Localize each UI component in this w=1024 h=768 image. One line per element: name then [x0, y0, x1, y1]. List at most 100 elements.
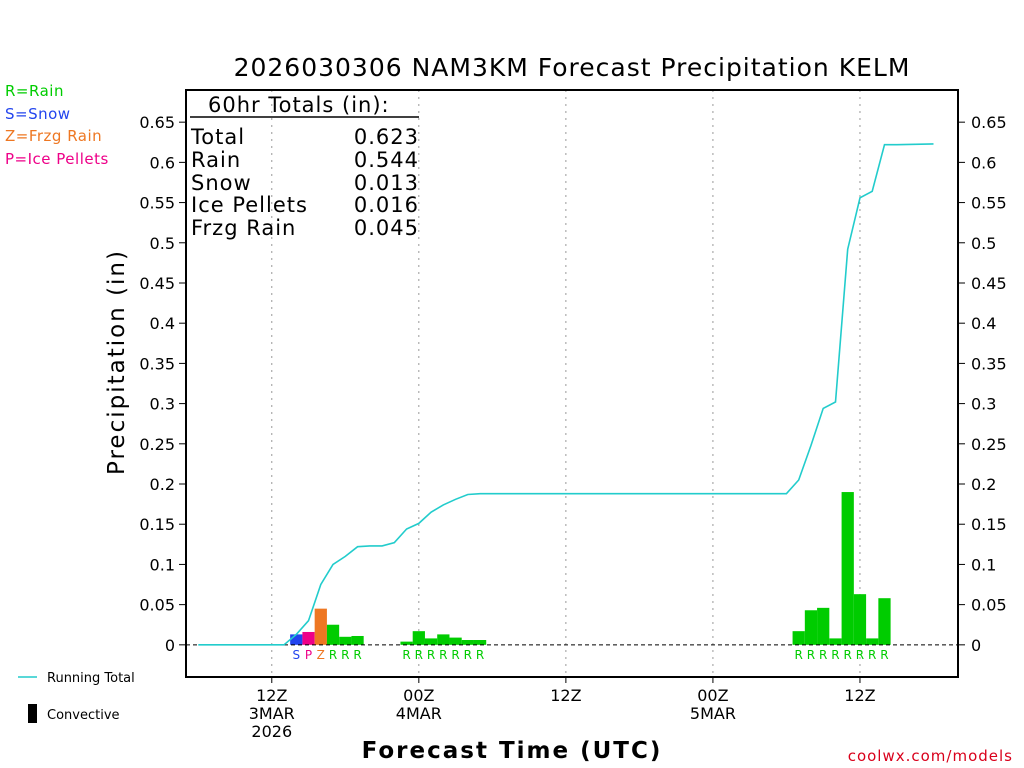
y-tick-label-right: 0.1	[971, 555, 996, 574]
totals-value-ice-pellets: 0.016	[354, 193, 419, 217]
y-tick-label-right: 0.25	[971, 435, 1007, 454]
precip-type-label: R	[427, 648, 435, 662]
precip-type-label: R	[439, 648, 447, 662]
convective-legend-swatch	[28, 704, 37, 723]
totals-value-snow: 0.013	[354, 171, 419, 195]
precip-bar	[424, 638, 438, 645]
plot-frame	[185, 89, 959, 678]
precip-bar	[290, 634, 303, 645]
y-tick-label-left: 0.45	[139, 274, 175, 293]
y-tick-label-left: 0.35	[139, 354, 175, 373]
precip-bar	[473, 640, 487, 645]
legend-snow: S=Snow	[5, 105, 71, 123]
y-tick-label-left: 0.3	[150, 395, 175, 414]
precip-bar	[866, 638, 879, 645]
totals-header: 60hr Totals (in):	[208, 93, 390, 117]
precip-bar	[853, 594, 867, 645]
x-tick-label: 00Z	[403, 686, 434, 705]
y-tick-label-left: 0.25	[139, 435, 175, 454]
precip-bar	[817, 607, 830, 645]
precip-bar	[339, 636, 352, 645]
x-tick-label: 2026	[251, 722, 292, 741]
precip-bar	[326, 624, 340, 645]
x-tick-label: 12Z	[844, 686, 875, 705]
x-tick-label: 12Z	[550, 686, 581, 705]
totals-label-ice-pellets: Ice Pellets	[191, 193, 308, 217]
totals-label-snow: Snow	[191, 171, 252, 195]
x-axis-label: Forecast Time (UTC)	[362, 738, 663, 764]
precip-type-label: R	[807, 648, 815, 662]
y-tick-label-right: 0.65	[971, 113, 1007, 132]
y-tick-label-left: 0.55	[139, 194, 175, 213]
totals-value-rain: 0.544	[354, 148, 419, 172]
precip-type-label: R	[353, 648, 361, 662]
precip-bar	[449, 637, 462, 645]
y-tick-label-left: 0	[165, 636, 175, 655]
y-tick-label-left: 0.05	[139, 596, 175, 615]
y-tick-label-right: 0.6	[971, 153, 996, 172]
convective-legend-label: Convective	[47, 708, 120, 723]
y-tick-label-left: 0.2	[150, 475, 175, 494]
precip-type-label: R	[856, 648, 864, 662]
precip-type-label: R	[868, 648, 876, 662]
precip-bar	[302, 631, 315, 645]
totals-label-freezing-rain: Frzg Rain	[191, 216, 296, 240]
running-total-line	[198, 143, 934, 646]
precip-type-label: S	[292, 648, 300, 662]
y-tick-label-right: 0.5	[971, 234, 996, 253]
y-tick-label-right: 0.4	[971, 314, 996, 333]
precip-bar	[841, 492, 854, 645]
precip-bar	[400, 641, 413, 645]
y-tick-label-left: 0.6	[150, 153, 175, 172]
precip-bar	[804, 610, 818, 645]
totals-label-rain: Rain	[191, 148, 241, 172]
precip-bar	[829, 638, 842, 645]
precip-bar	[314, 608, 327, 645]
precip-type-label: R	[880, 648, 888, 662]
x-tick-label: 00Z	[697, 686, 728, 705]
y-tick-label-right: 0.35	[971, 354, 1007, 373]
y-tick-label-left: 0.15	[139, 515, 175, 534]
y-tick-label-right: 0.15	[971, 515, 1007, 534]
precip-type-label: R	[341, 648, 349, 662]
precip-bar	[461, 640, 474, 645]
legend-freezing-rain: Z=Frzg Rain	[5, 127, 102, 145]
totals-label-total: Total	[190, 125, 245, 149]
precip-type-label: R	[831, 648, 839, 662]
precip-type-label: Z	[317, 648, 325, 662]
precip-bar	[351, 635, 364, 645]
y-tick-label-right: 0	[971, 636, 981, 655]
precip-type-label: R	[329, 648, 337, 662]
precip-bar	[412, 631, 425, 645]
y-tick-label-right: 0.2	[971, 475, 996, 494]
precip-type-label: R	[844, 648, 852, 662]
precip-type-label: R	[464, 648, 472, 662]
precip-type-legend: R=Rain S=Snow Z=Frzg Rain P=Ice Pellets	[5, 82, 109, 168]
precip-type-label: R	[415, 648, 423, 662]
precip-type-label: P	[305, 648, 312, 662]
x-tick-label: 5MAR	[690, 704, 736, 723]
credit-text: coolwx.com/models	[848, 747, 1013, 765]
y-tick-label-left: 0.1	[150, 555, 175, 574]
series-legend: Running Total Convective	[18, 671, 135, 723]
precip-type-label: R	[795, 648, 803, 662]
y-tick-label-left: 0.5	[150, 234, 175, 253]
x-tick-label: 3MAR	[249, 704, 295, 723]
totals-box: 60hr Totals (in): Total 0.623 Rain 0.544…	[190, 93, 419, 240]
precip-bars	[290, 492, 891, 645]
y-axis-ticks: 0 0 0.05 0.05 0.1 0.1 0.15 0.15 0.2 0.2 0.25 0.25 0.…	[139, 113, 1006, 655]
precip-type-label: R	[451, 648, 459, 662]
y-tick-label-right: 0.05	[971, 596, 1007, 615]
legend-rain: R=Rain	[5, 82, 64, 100]
y-tick-label-right: 0.3	[971, 395, 996, 414]
running-total-legend-label: Running Total	[47, 671, 135, 686]
totals-value-freezing-rain: 0.045	[354, 216, 419, 240]
precip-type-label: R	[402, 648, 410, 662]
y-tick-label-left: 0.65	[139, 113, 175, 132]
legend-ice-pellets: P=Ice Pellets	[5, 150, 109, 168]
precip-type-label: R	[476, 648, 484, 662]
y-axis-label: Precipitation (in)	[104, 249, 130, 475]
